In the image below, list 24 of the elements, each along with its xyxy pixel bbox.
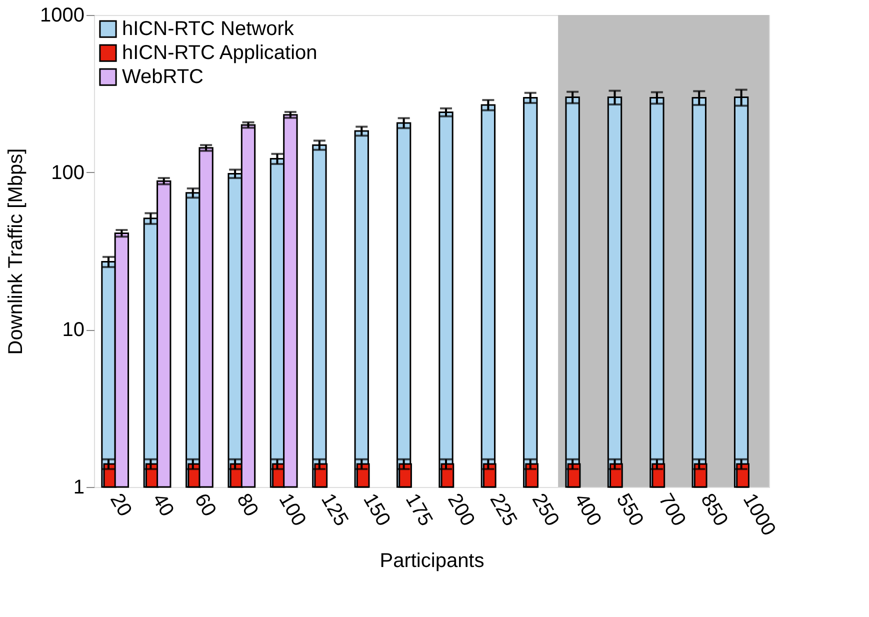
- x-axis-title: Participants: [380, 550, 484, 572]
- y-axis-title: Downlink Traffic [Mbps]: [5, 148, 28, 355]
- legend-label: hICN-RTC Application: [122, 42, 318, 64]
- y-tick-label: 100: [51, 162, 84, 184]
- y-tick-label: 1000: [40, 4, 84, 26]
- x-tick-label: 150: [358, 490, 394, 530]
- x-tick-label: 100: [274, 490, 310, 530]
- x-tick-label: 850: [696, 490, 732, 530]
- x-tick-label: 250: [527, 490, 564, 530]
- legend-label: hICN-RTC Network: [122, 18, 295, 40]
- x-tick-label: 225: [485, 490, 521, 530]
- x-tick-label: 125: [316, 490, 352, 530]
- x-tick-label: 20: [106, 490, 136, 520]
- x-tick-label: 400: [570, 490, 606, 530]
- x-tick-label: 700: [654, 490, 690, 530]
- legend-label: WebRTC: [122, 66, 204, 88]
- x-tick-label: 200: [443, 490, 479, 530]
- x-tick-label: 80: [232, 490, 262, 520]
- y-tick-label: 1: [73, 476, 84, 498]
- y-tick-label: 10: [62, 319, 84, 342]
- x-tick-label: 40: [148, 490, 178, 520]
- x-tick-label: 175: [400, 490, 437, 530]
- x-tick-label: 60: [190, 490, 220, 520]
- x-tick-label: 550: [612, 490, 648, 530]
